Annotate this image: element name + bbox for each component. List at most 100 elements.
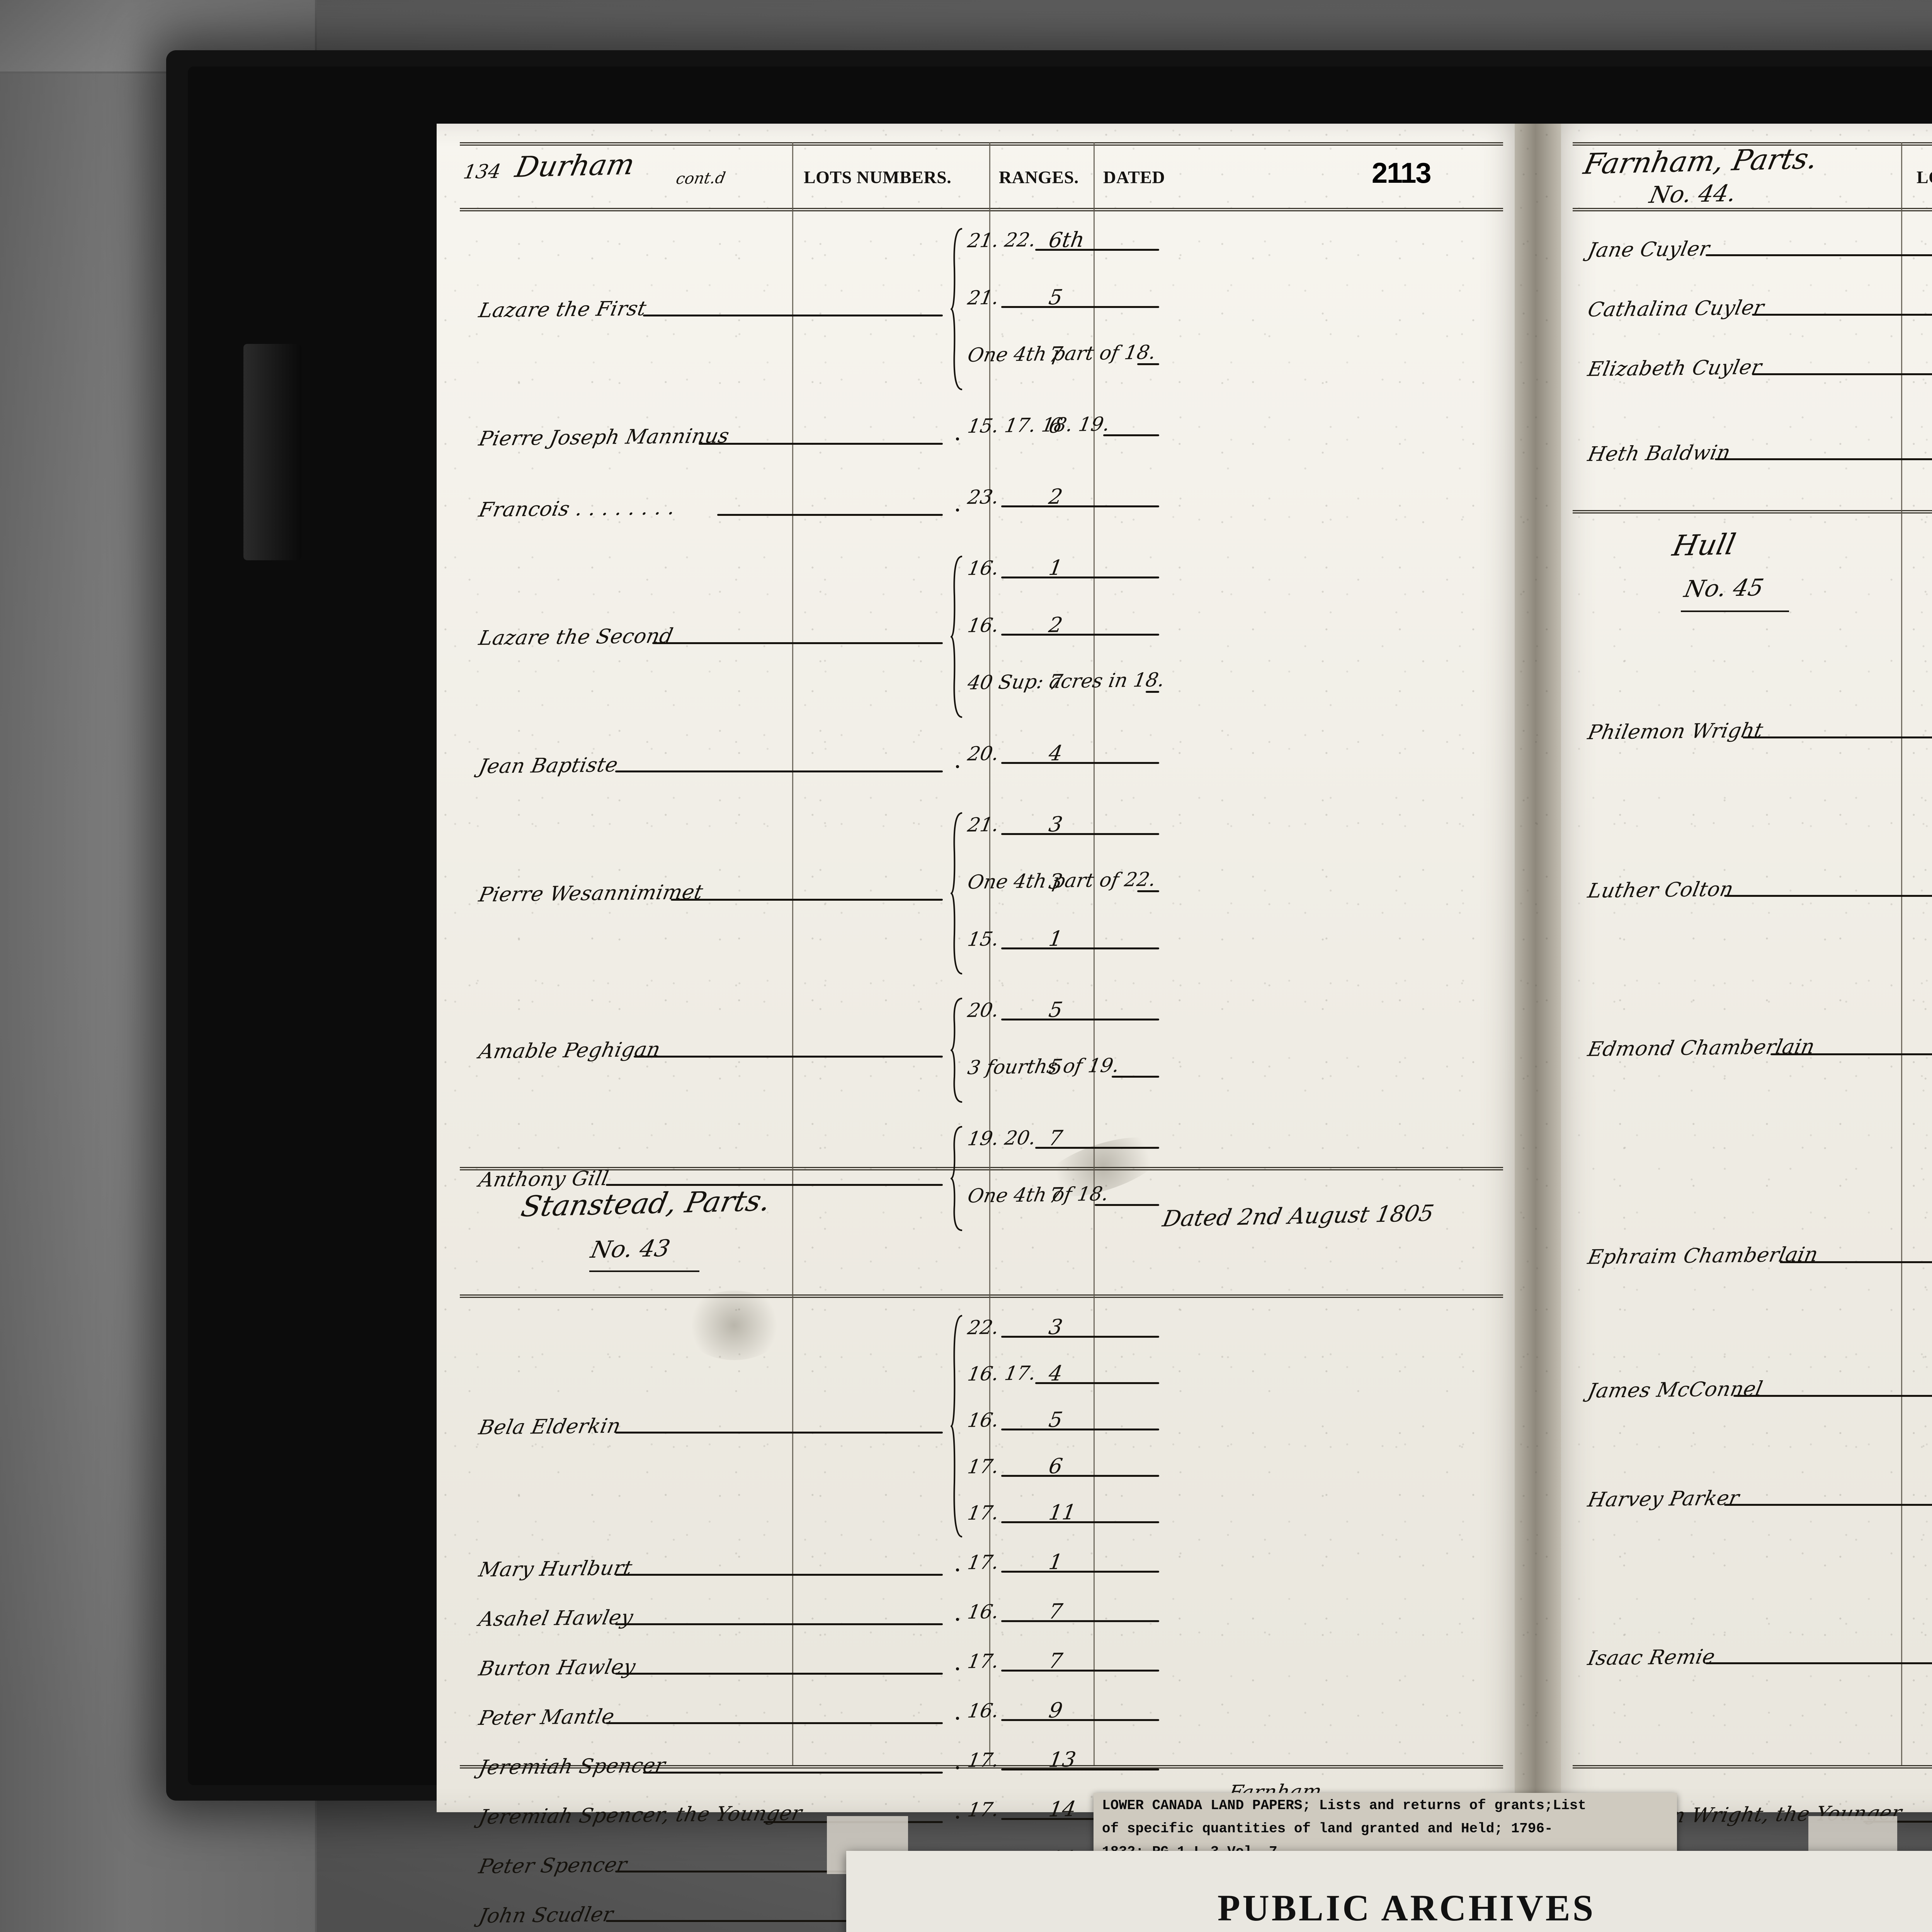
lot-number: 17.: [966, 1501, 1001, 1524]
rule-top-left: [460, 142, 1503, 146]
lot-number: 16.: [966, 1699, 1001, 1722]
entry-name: Jeremiah Spencer: [476, 1754, 668, 1779]
col-header-lots-left: LOTS NUMBERS.: [804, 167, 952, 187]
lot-leader: [1001, 306, 1159, 308]
section-no-hull: No. 45: [1682, 574, 1766, 603]
section-title-hull: Hull: [1670, 528, 1739, 563]
rule-header-right: [1573, 208, 1932, 211]
entry-name-leader: [615, 1673, 943, 1675]
entry-name: Luther Colton: [1585, 878, 1736, 903]
book-gutter: [1515, 124, 1561, 1812]
entry-name-leader: [717, 514, 943, 516]
entry-dot: [956, 1717, 959, 1720]
entry-name: John Scudler: [476, 1903, 616, 1928]
entry-name-leader: [643, 1772, 943, 1774]
lot-leader: [1001, 1818, 1159, 1820]
vrule-right-names: [1901, 142, 1902, 1765]
lot-number: 17.: [966, 1798, 1001, 1821]
entry-dot: [956, 509, 959, 512]
entry-name: Lazare the First: [476, 297, 649, 322]
lot-leader: [1001, 947, 1159, 949]
lot-leader: [1095, 1204, 1159, 1206]
entry-name-leader: [671, 899, 943, 901]
section-cont-label: cont.d: [674, 169, 727, 188]
lot-leader: [1001, 1521, 1159, 1523]
range-number: 13: [1047, 1747, 1078, 1772]
lot-number: 16. 17.: [966, 1362, 1038, 1385]
lot-leader: [1001, 577, 1159, 578]
entry-name: Jane Cuyler: [1585, 237, 1712, 262]
entry-name: Anthony Gill: [476, 1167, 611, 1192]
entry-name: Elizabeth Cuyler: [1585, 355, 1764, 381]
rule-top-right: [1573, 142, 1932, 146]
archive-caption-card: LOWER CANADA LAND PAPERS; Lists and retu…: [1094, 1793, 1677, 1860]
entry-brace: [951, 555, 964, 719]
entry-name-leader: [652, 642, 943, 644]
entry-brace: [951, 1125, 964, 1232]
entry-name: Jeremiah Spencer, the Younger: [476, 1801, 804, 1829]
lot-leader: [1001, 1019, 1159, 1020]
lot-leader: [1001, 833, 1159, 835]
section-no-underline: [1681, 611, 1789, 612]
entry-name-leader: [615, 1871, 943, 1872]
entry-name: Peter Spencer: [476, 1853, 629, 1878]
entry-name-leader: [1724, 895, 1932, 897]
col-header-dated-left: DATED: [1103, 167, 1165, 187]
lot-number: 16.: [966, 1600, 1001, 1623]
section-no-stanstead: No. 43: [588, 1235, 673, 1264]
lot-number: 21.: [966, 813, 1001, 836]
entry-name: Ephraim Chamberlain: [1585, 1243, 1820, 1269]
lot-leader: [1001, 505, 1159, 507]
entry-name: Asahel Hawley: [476, 1606, 635, 1631]
vrule-left-names: [792, 142, 793, 1765]
entry-name-leader: [606, 1920, 943, 1922]
lot-leader: [1146, 691, 1159, 693]
entry-name-leader: [606, 1722, 943, 1724]
lot-number: 40 Sup: acres in 18.: [966, 668, 1167, 694]
page-clamp[interactable]: [243, 344, 301, 560]
lot-number: 15. 17. 18. 19.: [966, 413, 1112, 437]
entry-name: Isaac Remie: [1585, 1645, 1717, 1670]
lot-leader: [1001, 1571, 1159, 1573]
lot-leader: [1112, 1076, 1159, 1078]
entry-brace: [951, 811, 964, 975]
lot-number: 3 fourths of 19.: [966, 1054, 1121, 1079]
archive-stamp-left: 2113: [1372, 157, 1432, 189]
caption-line-1: LOWER CANADA LAND PAPERS; Lists and retu…: [1102, 1798, 1587, 1813]
entry-name-leader: [1715, 458, 1932, 460]
lot-leader: [1001, 1620, 1159, 1622]
range-number: 11: [1047, 1500, 1078, 1525]
entry-name: Jean Baptiste: [476, 753, 620, 778]
entry-name: Bela Elderkin: [476, 1414, 623, 1439]
lot-leader: [1001, 762, 1159, 764]
entry-name-leader: [615, 1432, 943, 1434]
lot-leader: [1137, 363, 1159, 365]
lot-number: 15.: [966, 927, 1001, 951]
rule-section-left: [460, 1167, 1503, 1170]
lot-number: 23.: [966, 485, 1001, 509]
section-title-durham: Durham: [512, 148, 638, 184]
entry-name: Philemon Wright: [1585, 719, 1765, 744]
entry-name-leader: [615, 1623, 943, 1625]
entry-name-leader: [615, 1574, 943, 1576]
section-no-underline: [589, 1270, 699, 1272]
vrule-left-lots: [989, 142, 990, 1765]
entry-brace: [951, 1314, 964, 1538]
lot-number: 19. 20.: [966, 1126, 1038, 1150]
lot-number: 17.: [966, 1650, 1001, 1673]
paper-smudge: [684, 1291, 784, 1360]
lot-leader: [1001, 1719, 1159, 1721]
lot-number: 22.: [966, 1316, 1001, 1339]
lot-number: 21.: [966, 286, 1001, 309]
placard-line-english: PUBLIC ARCHIVES: [1217, 1887, 1596, 1929]
rule-header-left: [460, 208, 1503, 211]
entry-name-leader: [1706, 1662, 1932, 1664]
lot-number: 17.: [966, 1748, 1001, 1772]
rule-section-right: [1573, 510, 1932, 514]
col-header-ranges-left: RANGES.: [999, 167, 1079, 187]
bound-ledger-volume: 134 Durham cont.d LOTS NUMBERS. RANGES. …: [166, 50, 1932, 1928]
entry-dot: [956, 1667, 959, 1670]
entry-name: Heth Baldwin: [1585, 441, 1733, 466]
lot-number: 17.: [966, 1455, 1001, 1478]
lot-leader: [1001, 1670, 1159, 1672]
